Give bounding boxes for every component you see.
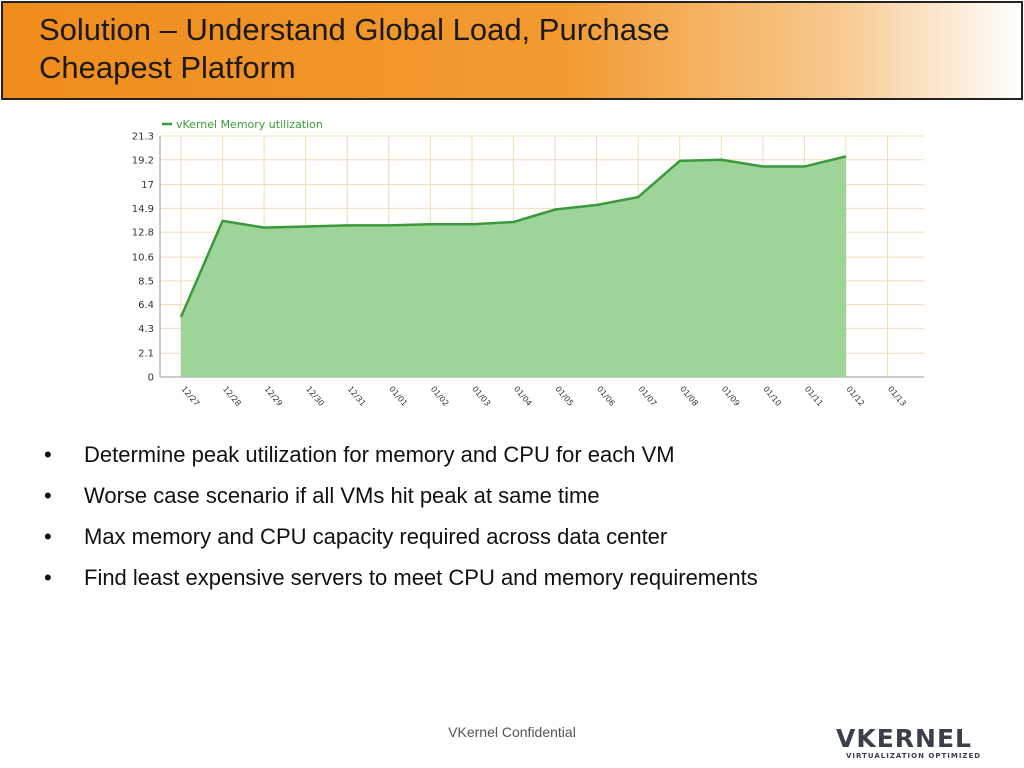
y-tick-label: 10.6: [132, 253, 154, 264]
y-tick-label: 6.4: [138, 300, 154, 311]
bullet: Worse case scenario if all VMs hit peak …: [44, 483, 758, 524]
area: [181, 156, 846, 377]
x-tick-label: 01/01: [387, 385, 409, 408]
x-tick-label: 01/11: [803, 385, 825, 408]
x-tick-label: 01/12: [844, 385, 866, 408]
line: [179, 155, 847, 318]
logo-tagline: VIRTUALIZATION OPTIMIZED: [846, 752, 982, 760]
footer: VKernel Confidential: [448, 724, 576, 740]
title-bar: Solution – Understand Global Load, Purch…: [1, 1, 1023, 100]
x-tick-label: 01/13: [886, 385, 908, 408]
logo: VKERNEL VIRTUALIZATION OPTIMIZED: [836, 724, 996, 761]
x-tick-label: 01/04: [512, 385, 534, 408]
x-tick-label: 12/29: [263, 385, 285, 408]
x-tick-label: 01/07: [637, 385, 659, 408]
bullet: Find least expensive servers to meet CPU…: [44, 565, 758, 606]
y-tick-label: 19.2: [132, 155, 154, 166]
x-tick-label: 01/02: [429, 385, 451, 408]
logo-name: VKERNEL: [836, 724, 972, 753]
bullet-list: Determine peak utilization for memory an…: [44, 442, 758, 606]
x-tick-label: 12/31: [346, 385, 368, 408]
x-tick-label: 01/10: [761, 385, 783, 408]
y-tick-label: 2.1: [138, 349, 154, 360]
chart: 0 2.1 4.3 6.4 8.5 10.6 12.8 14.9 17 19.2 21.3 12/27…: [132, 118, 924, 408]
bullet: Determine peak utilization for memory an…: [44, 442, 758, 483]
x-tick-label: 12/27: [179, 385, 201, 408]
y-tick-label: 0: [148, 373, 154, 384]
bullet: Max memory and CPU capacity required acr…: [44, 524, 758, 565]
y-tick-label: 14.9: [132, 204, 154, 215]
y-tick-label: 21.3: [132, 132, 154, 143]
y-tick-label: 8.5: [138, 276, 154, 287]
x-tick-label: 12/28: [221, 385, 243, 408]
x-tick-label: 01/06: [595, 385, 617, 408]
legend-label: vKernel Memory utilization: [176, 118, 323, 131]
slide-title: Solution – Understand Global Load, Purch…: [39, 12, 670, 85]
y-tick-label: 17: [141, 180, 154, 191]
x-tick-label: 01/03: [470, 385, 492, 408]
y-tick-label: 12.8: [132, 228, 154, 239]
x-tick-label: 01/09: [720, 385, 742, 408]
x-tick-label: 12/30: [304, 385, 326, 408]
y-tick-label: 4.3: [138, 324, 154, 335]
x-tick-label: 01/05: [554, 385, 576, 408]
x-tick-label: 01/08: [678, 385, 700, 408]
